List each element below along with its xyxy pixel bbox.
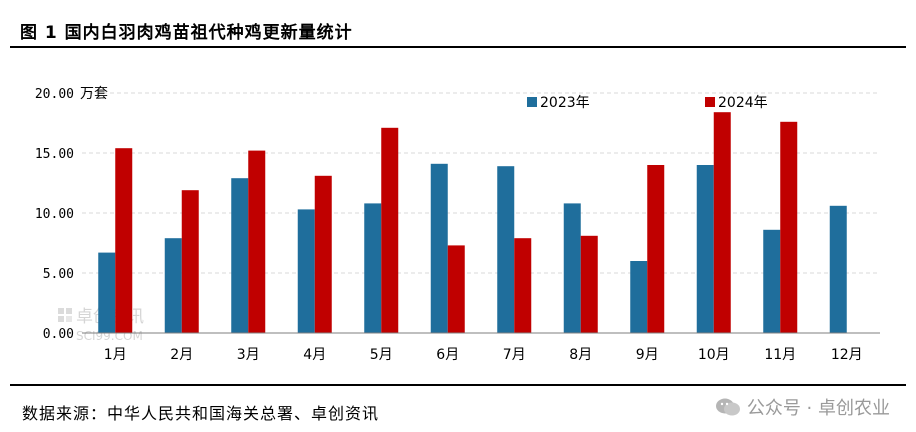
legend-label: 2023年 [540, 95, 590, 111]
bar-2024年-6月 [447, 245, 465, 333]
x-tick-label: 10月 [698, 347, 730, 363]
x-tick-label: 3月 [237, 347, 260, 363]
bar-2024年-9月 [647, 165, 665, 333]
bar-2024年-7月 [514, 238, 532, 333]
bar-2024年-3月 [248, 150, 266, 333]
legend: 2023年 2024年 [527, 95, 768, 111]
wechat-account: 公众号 · 卓创农业 [746, 398, 890, 419]
bar-2023年-4月 [297, 209, 315, 333]
bar-2023年-10月 [696, 165, 714, 333]
bar-2024年-11月 [780, 121, 798, 333]
bar-2023年-7月 [497, 166, 515, 333]
x-tick-label: 1月 [104, 347, 127, 363]
bar-2023年-2月 [164, 238, 182, 333]
y-tick-label: 0.00 [43, 327, 74, 342]
x-tick-label: 9月 [636, 347, 659, 363]
x-tick-label: 6月 [436, 347, 459, 363]
y-tick-label: 20.00 [35, 87, 74, 102]
chart-title: 图 1 国内白羽肉鸡苗祖代种鸡更新量统计 [20, 23, 353, 43]
axes: 0.00 5.00 10.00 15.00 20.00 万套 1月 2月 3月 4月 5月 6月 7月 8… [35, 86, 880, 363]
bar-2023年-11月 [763, 229, 781, 333]
bar-2023年-9月 [630, 261, 648, 333]
wechat-watermark: 公众号 · 卓创农业 [715, 394, 890, 420]
bar-2024年-10月 [713, 112, 731, 333]
bar-2023年-8月 [563, 203, 581, 333]
bar-2024年-2月 [181, 190, 199, 333]
legend-swatch [705, 97, 715, 107]
x-tick-label: 12月 [831, 347, 863, 363]
chart-area: 卓创资讯 SCI99.COM 0.005.0010.0015.0020.00万套… [35, 86, 880, 363]
x-tick-label: 5月 [370, 347, 393, 363]
wechat-icon [715, 398, 740, 416]
title-bar: 图 1 国内白羽肉鸡苗祖代种鸡更新量统计 [10, 6, 906, 48]
x-tick-label: 2月 [170, 347, 193, 363]
y-unit-label: 万套 [80, 86, 108, 102]
footer-bar: 数据来源：中华人民共和国海关总署、卓创资讯 公众号 · 卓创农业 [10, 384, 906, 428]
bar-2023年-6月 [430, 163, 448, 333]
legend-label: 2024年 [718, 95, 768, 111]
x-tick-label: 4月 [303, 347, 326, 363]
gridlines [82, 92, 880, 334]
bar-2023年-1月 [98, 252, 116, 333]
x-tick-label: 8月 [569, 347, 592, 363]
bar-2024年-1月 [115, 148, 133, 333]
y-tick-label: 5.00 [43, 267, 74, 282]
x-tick-label: 7月 [503, 347, 526, 363]
bars [98, 112, 847, 333]
bar-2024年-8月 [580, 235, 598, 333]
bar-2024年-4月 [314, 175, 332, 333]
bar-2023年-3月 [231, 178, 249, 333]
bar-2024年-5月 [381, 127, 399, 333]
bar-2023年-5月 [364, 203, 382, 333]
y-tick-label: 15.00 [35, 147, 74, 162]
y-tick-label: 10.00 [35, 207, 74, 222]
bar-2023年-12月 [829, 205, 847, 333]
data-source: 数据来源：中华人民共和国海关总署、卓创资讯 [22, 404, 380, 423]
x-tick-label: 11月 [764, 347, 796, 363]
legend-swatch [527, 97, 537, 107]
